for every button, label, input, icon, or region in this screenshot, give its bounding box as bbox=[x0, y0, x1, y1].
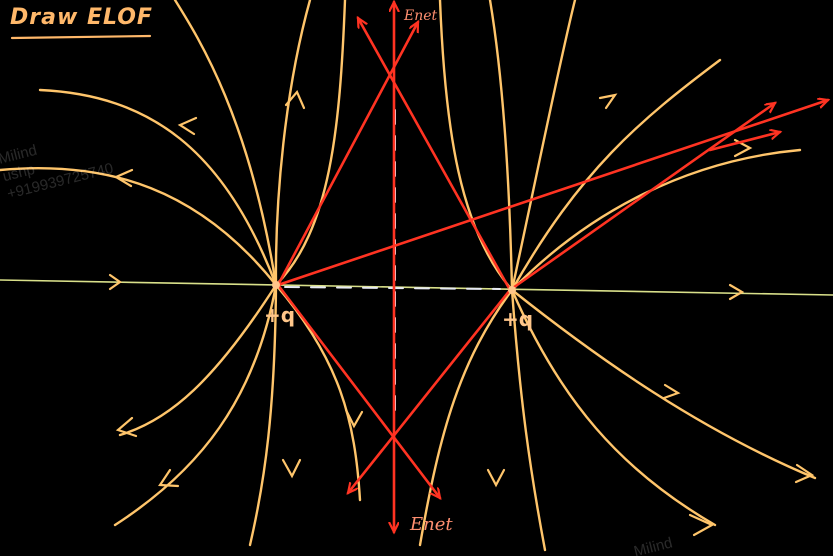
vector-right-to-far bbox=[508, 103, 775, 292]
left-charge: +q bbox=[264, 281, 295, 327]
vector-combined-far bbox=[708, 132, 780, 152]
page-title: Draw ELOF bbox=[10, 5, 153, 30]
watermark: Milind ushp +919939725740 bbox=[0, 142, 115, 203]
vector-right-down bbox=[348, 288, 512, 493]
watermark-bottom: Milind bbox=[632, 534, 674, 556]
field-vectors bbox=[276, 2, 828, 532]
e-net-top-label: Enet bbox=[403, 8, 438, 24]
field-line-arrowheads bbox=[108, 89, 815, 537]
field-lines-right-charge bbox=[418, 0, 817, 552]
vector-left-down bbox=[276, 283, 440, 498]
watermark-bottom-name: Milind bbox=[632, 534, 674, 556]
right-charge-label: +q bbox=[502, 307, 533, 331]
field-lines-left-charge bbox=[0, 0, 362, 547]
e-net-bottom-label: Enet bbox=[409, 514, 453, 535]
title-underline bbox=[10, 34, 152, 40]
vector-right-up bbox=[356, 18, 512, 292]
left-charge-label: +q bbox=[264, 303, 295, 327]
right-charge: +q bbox=[502, 286, 533, 331]
midline-dashed bbox=[284, 286, 501, 290]
